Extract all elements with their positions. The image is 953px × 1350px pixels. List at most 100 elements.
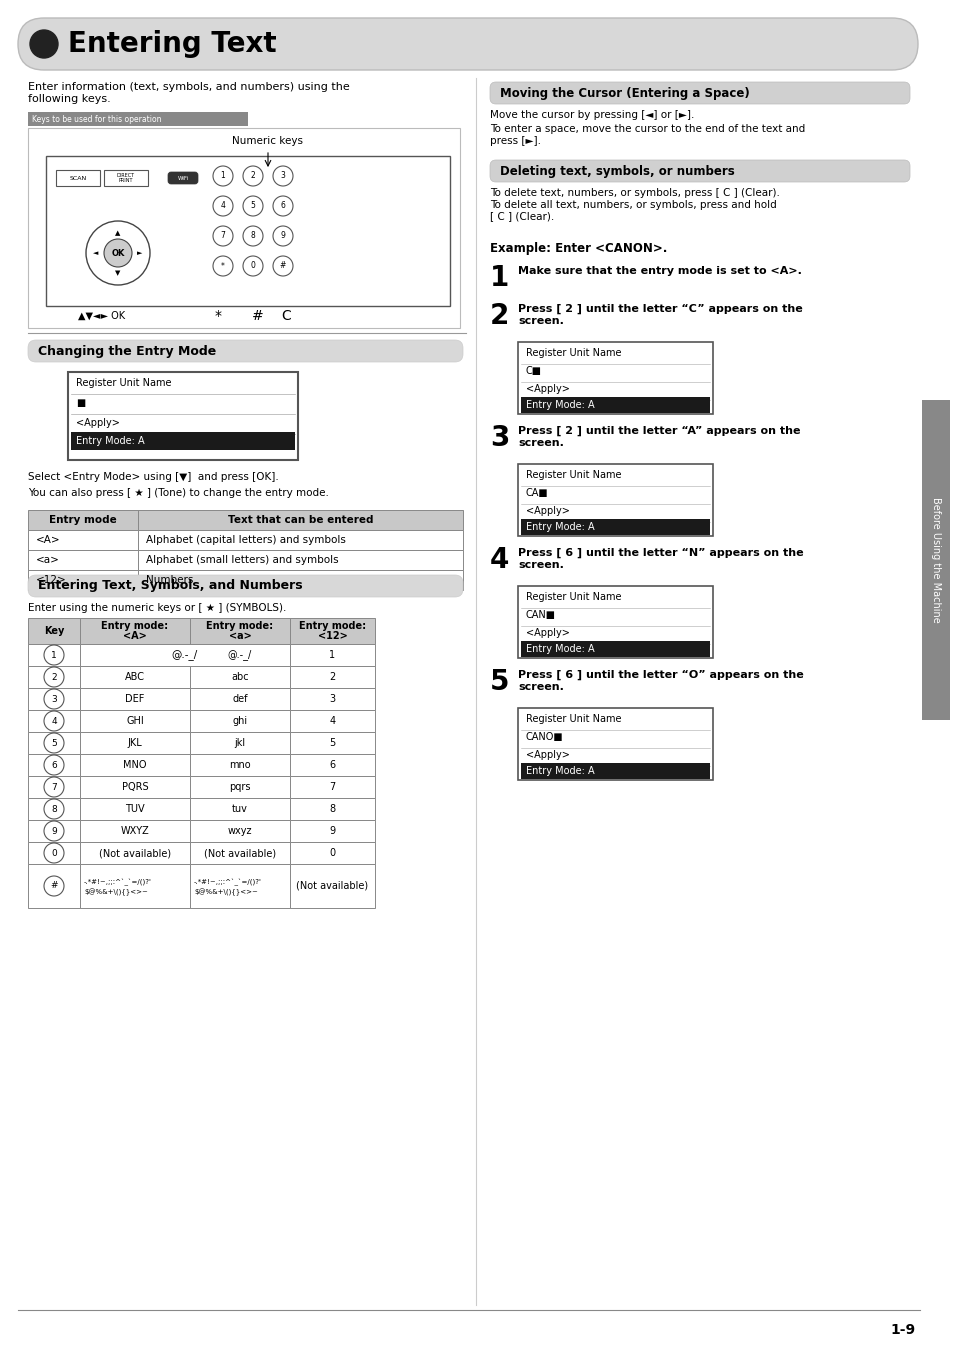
Text: TUV: TUV	[125, 805, 145, 814]
Text: -.*#!~,;;:^`_`=/()?': -.*#!~,;;:^`_`=/()?'	[193, 879, 262, 886]
Text: abc: abc	[231, 672, 249, 682]
Text: OK: OK	[112, 248, 125, 258]
Text: Alphabet (small letters) and symbols: Alphabet (small letters) and symbols	[146, 555, 338, 566]
Bar	[290, 864, 375, 909]
Text: <A>: <A>	[123, 630, 147, 641]
Text: Entry Mode: A: Entry Mode: A	[76, 436, 145, 446]
Text: 2: 2	[251, 171, 255, 181]
Bar	[190, 688, 290, 710]
Text: ABC: ABC	[125, 672, 145, 682]
Text: $@%&+\(){}<>~: $@%&+\(){}<>~	[193, 888, 257, 896]
Bar	[290, 644, 375, 666]
Circle shape	[104, 239, 132, 267]
Bar	[290, 666, 375, 688]
Circle shape	[273, 166, 293, 186]
Bar	[290, 732, 375, 755]
Bar	[28, 531, 138, 549]
Text: Numbers: Numbers	[146, 575, 193, 585]
Bar	[28, 842, 80, 864]
Text: GHI: GHI	[126, 716, 144, 726]
Text: WXYZ: WXYZ	[120, 826, 150, 836]
Text: 9: 9	[51, 826, 57, 836]
Text: *: *	[221, 262, 225, 270]
Text: Moving the Cursor (Entering a Space): Moving the Cursor (Entering a Space)	[499, 86, 749, 100]
Text: 9: 9	[280, 231, 285, 240]
Circle shape	[44, 667, 64, 687]
Text: 6: 6	[280, 201, 285, 211]
Text: ghi: ghi	[233, 716, 247, 726]
Text: 4: 4	[490, 545, 509, 574]
Text: 2: 2	[51, 672, 57, 682]
Text: WiFi: WiFi	[177, 176, 189, 181]
Bar	[28, 819, 80, 842]
Text: ■: ■	[76, 398, 85, 408]
Text: CANO■: CANO■	[525, 732, 563, 742]
Text: Key: Key	[44, 626, 64, 636]
Text: CAN■: CAN■	[525, 610, 556, 620]
Bar	[80, 688, 190, 710]
Bar	[28, 644, 80, 666]
Bar	[28, 618, 80, 644]
Text: 8: 8	[251, 231, 255, 240]
Bar	[46, 157, 450, 306]
Circle shape	[243, 256, 263, 275]
Bar	[290, 710, 375, 732]
Text: 3: 3	[51, 694, 57, 703]
Circle shape	[243, 225, 263, 246]
Text: pqrs: pqrs	[229, 782, 251, 792]
Bar	[517, 707, 712, 780]
Bar	[28, 688, 80, 710]
Text: Press [ 2 ] until the letter “A” appears on the
screen.: Press [ 2 ] until the letter “A” appears…	[517, 427, 800, 448]
Text: Alphabet (capital letters) and symbols: Alphabet (capital letters) and symbols	[146, 535, 346, 545]
Text: #: #	[279, 262, 286, 270]
Bar	[190, 644, 290, 666]
Bar	[68, 373, 297, 460]
Text: -.*#!~,;;:^`_`=/()?': -.*#!~,;;:^`_`=/()?'	[84, 879, 152, 886]
Bar	[28, 570, 138, 590]
Circle shape	[44, 842, 64, 863]
Bar	[80, 644, 290, 666]
Bar	[190, 864, 290, 909]
Text: Entry mode:: Entry mode:	[206, 621, 274, 630]
Text: To delete text, numbers, or symbols, press [ C ] (Clear).
To delete all text, nu: To delete text, numbers, or symbols, pre…	[490, 188, 779, 221]
Text: @.-_/: @.-_/	[228, 649, 252, 660]
Text: 1: 1	[220, 171, 225, 181]
Bar	[517, 586, 712, 657]
Text: 8: 8	[329, 805, 335, 814]
Text: Register Unit Name: Register Unit Name	[76, 378, 172, 387]
Text: Entry Mode: A: Entry Mode: A	[525, 644, 594, 653]
Text: 3: 3	[490, 424, 509, 452]
Text: Press [ 2 ] until the letter “C” appears on the
screen.: Press [ 2 ] until the letter “C” appears…	[517, 304, 801, 325]
Text: (Not available): (Not available)	[204, 848, 275, 859]
Circle shape	[44, 688, 64, 709]
Text: 1: 1	[51, 651, 57, 660]
Bar	[190, 710, 290, 732]
Circle shape	[243, 196, 263, 216]
Text: CA■: CA■	[525, 487, 548, 498]
Text: *: *	[214, 309, 221, 323]
Circle shape	[44, 876, 64, 896]
Bar	[290, 798, 375, 819]
Bar	[190, 618, 290, 644]
Bar	[190, 755, 290, 776]
Bar	[28, 128, 459, 328]
Bar	[28, 776, 80, 798]
Text: ▲▼◄► OK: ▲▼◄► OK	[78, 310, 125, 321]
Text: 4: 4	[329, 716, 335, 726]
Bar	[28, 549, 138, 570]
Text: 1: 1	[329, 649, 335, 660]
Bar	[28, 798, 80, 819]
Text: Entry Mode: A: Entry Mode: A	[525, 522, 594, 532]
Bar	[520, 397, 709, 413]
Text: 3: 3	[329, 694, 335, 703]
Bar	[138, 531, 462, 549]
Bar	[28, 666, 80, 688]
Text: Register Unit Name: Register Unit Name	[525, 714, 620, 724]
Text: PQRS: PQRS	[122, 782, 148, 792]
Text: 5: 5	[490, 668, 509, 697]
Bar	[190, 776, 290, 798]
Circle shape	[44, 711, 64, 730]
Text: 2: 2	[329, 672, 335, 682]
Bar	[190, 798, 290, 819]
Text: DIRECT
PRINT: DIRECT PRINT	[117, 173, 135, 184]
